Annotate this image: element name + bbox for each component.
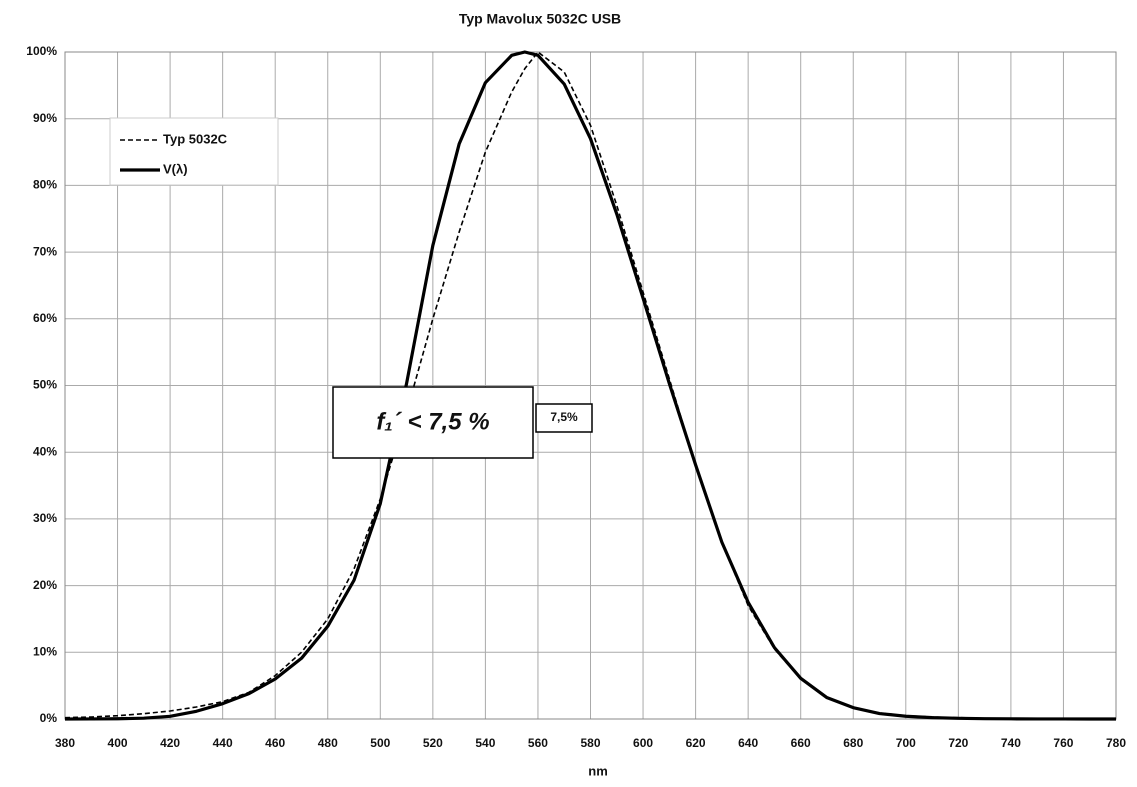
y-tick-label: 60%: [33, 311, 57, 325]
annotation: 7,5%: [550, 410, 578, 424]
y-tick-label: 10%: [33, 644, 57, 658]
x-tick-label: 680: [843, 736, 863, 750]
y-tick-label: 0%: [40, 711, 58, 725]
x-tick-label: 600: [633, 736, 653, 750]
x-tick-label: 440: [213, 736, 233, 750]
legend-label: V(λ): [163, 161, 188, 176]
x-tick-label: 780: [1106, 736, 1126, 750]
y-tick-label: 50%: [33, 378, 57, 392]
annotation-box: [535, 403, 593, 433]
x-tick-label: 420: [160, 736, 180, 750]
x-tick-label: 700: [896, 736, 916, 750]
x-axis-label: nm: [588, 763, 608, 778]
x-tick-label: 540: [475, 736, 495, 750]
annotation: f₁´ < 7,5 %: [376, 408, 489, 435]
x-tick-label: 400: [108, 736, 128, 750]
x-tick-label: 480: [318, 736, 338, 750]
x-tick-label: 520: [423, 736, 443, 750]
chart-title: Typ Mavolux 5032C USB: [459, 11, 621, 27]
y-tick-label: 100%: [26, 44, 57, 58]
x-tick-label: 760: [1053, 736, 1073, 750]
y-tick-label: 70%: [33, 244, 57, 258]
x-tick-label: 660: [791, 736, 811, 750]
plot-frame: [64, 51, 1117, 720]
y-tick-label: 30%: [33, 511, 57, 525]
legend-box: [109, 117, 279, 186]
x-tick-label: 460: [265, 736, 285, 750]
y-tick-label: 80%: [33, 178, 57, 192]
x-tick-label: 380: [55, 736, 75, 750]
x-tick-label: 560: [528, 736, 548, 750]
y-tick-label: 20%: [33, 578, 57, 592]
x-tick-label: 500: [370, 736, 390, 750]
x-tick-label: 740: [1001, 736, 1021, 750]
y-tick-label: 90%: [33, 111, 57, 125]
legend-label: Typ 5032C: [163, 131, 228, 146]
x-tick-label: 720: [948, 736, 968, 750]
x-tick-label: 620: [686, 736, 706, 750]
x-tick-label: 580: [580, 736, 600, 750]
series-line: [64, 50, 1117, 721]
y-tick-label: 40%: [33, 444, 57, 458]
annotation-box: [332, 386, 534, 459]
x-tick-label: 640: [738, 736, 758, 750]
